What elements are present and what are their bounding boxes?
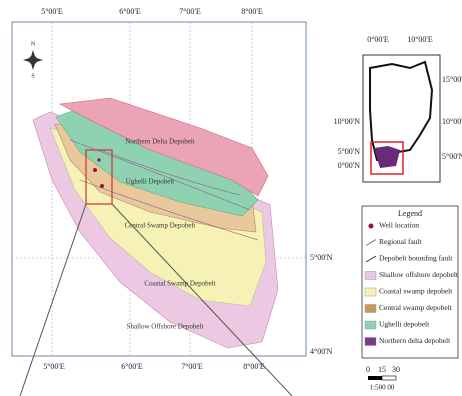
scale-tick: 15 bbox=[378, 365, 386, 374]
inset-lat-label: 10°00'N bbox=[442, 117, 462, 126]
map: 5°00'E 6°00'E 7°00'E 8°00'E 5°00'E 6°00'E 7°00… bbox=[0, 0, 462, 396]
lon-label: 5°00'E bbox=[43, 362, 65, 371]
lon-label: 8°00'E bbox=[241, 7, 263, 16]
scale-tick: 0 bbox=[366, 365, 370, 374]
legend-swatch bbox=[365, 288, 376, 296]
inset-lon-label: 10°00'E bbox=[407, 35, 433, 44]
region-label: Central Swamp Depobelt bbox=[125, 222, 196, 230]
legend-label: Central swamp depobelt bbox=[379, 303, 453, 312]
scale-tick: 30 bbox=[392, 365, 400, 374]
well bbox=[100, 184, 104, 188]
legend-swatch bbox=[365, 272, 376, 280]
lon-label: 8°00'E bbox=[243, 362, 265, 371]
lon-label: 6°00'E bbox=[119, 7, 141, 16]
inset-lon-label: 0°00'E bbox=[367, 35, 389, 44]
scale-ratio: 1:500 00 bbox=[370, 384, 395, 392]
legend-label: Ughelli depobelt bbox=[379, 320, 430, 329]
well bbox=[97, 158, 100, 161]
lon-label: 5°00'E bbox=[41, 7, 63, 16]
legend-swatch bbox=[365, 305, 376, 313]
legend-swatch bbox=[365, 338, 376, 346]
region-label: Northern Delta Depobelt bbox=[125, 138, 195, 146]
inset-lat-label: 0°00'N bbox=[338, 161, 361, 170]
legend-label: Depobelt bounding fault bbox=[379, 254, 453, 263]
inset-lat-label: 10°00'N bbox=[334, 117, 361, 126]
region-label: Shallow Offshore Depobelt bbox=[127, 323, 204, 331]
lon-label: 6°00'E bbox=[121, 362, 143, 371]
compass-north: N bbox=[31, 41, 36, 47]
lat-label: 4°00'N bbox=[310, 347, 333, 356]
legend-title: Legend bbox=[398, 209, 422, 218]
inset-lat-label: 5°00'N bbox=[338, 147, 361, 156]
legend-label: Shallow offshore depobelt bbox=[379, 270, 459, 279]
lon-label: 7°00'E bbox=[179, 7, 201, 16]
region-label: Ughelli Depobelt bbox=[126, 178, 174, 186]
region-label: Coastal Swamp Depobelt bbox=[144, 280, 215, 288]
legend-label: Northern delta depobelt bbox=[379, 336, 451, 345]
compass-south: S bbox=[31, 73, 34, 79]
legend-label: Coastal swamp depobelt bbox=[379, 287, 453, 296]
inset-lat-label: 15°00'N bbox=[442, 75, 462, 84]
well bbox=[93, 168, 97, 172]
lon-label: 7°00'E bbox=[181, 362, 203, 371]
scale-bar bbox=[368, 376, 396, 380]
lat-label: 5°00'N bbox=[310, 253, 333, 262]
legend-label: Well location bbox=[379, 221, 419, 230]
inset-lat-label: 5°00'N bbox=[442, 152, 462, 161]
legend-swatch bbox=[369, 224, 374, 229]
legend-label: Regional fault bbox=[379, 237, 423, 246]
legend-swatch bbox=[365, 321, 376, 329]
